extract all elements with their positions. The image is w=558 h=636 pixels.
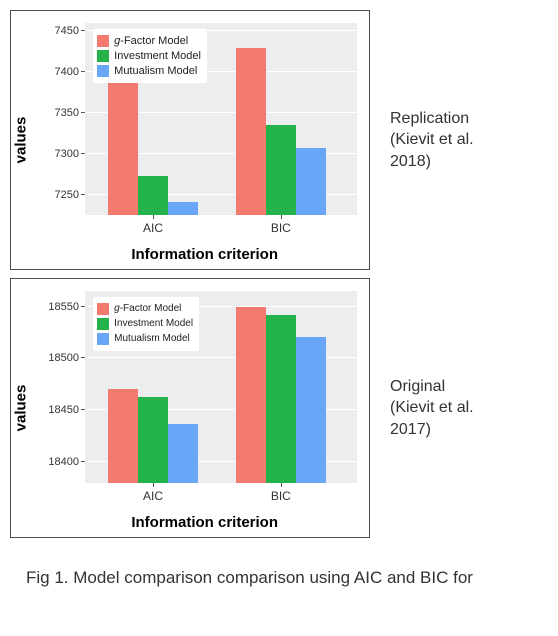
legend-label: Investment Model bbox=[114, 49, 201, 63]
legend-item: Mutualism Model bbox=[97, 332, 193, 346]
bar-g bbox=[236, 307, 266, 483]
y-axis-title: values bbox=[13, 117, 30, 164]
legend-swatch bbox=[97, 35, 109, 47]
bar-inv bbox=[138, 397, 168, 483]
bar-g bbox=[236, 48, 266, 215]
bar-mut bbox=[168, 424, 198, 483]
panel-row-original: values 18400184501850018550AICBICg-Facto… bbox=[0, 278, 558, 538]
legend-label: Investment Model bbox=[114, 317, 193, 331]
legend-label: Mutualism Model bbox=[114, 64, 197, 78]
x-axis-title: Information criterion bbox=[131, 514, 278, 531]
legend-swatch bbox=[97, 318, 109, 330]
legend-item: Mutualism Model bbox=[97, 64, 201, 78]
bar-mut bbox=[168, 202, 198, 215]
chart-original: values 18400184501850018550AICBICg-Facto… bbox=[10, 278, 370, 538]
bar-g bbox=[108, 389, 138, 483]
legend-item: Investment Model bbox=[97, 49, 201, 63]
legend-swatch bbox=[97, 333, 109, 345]
bar-inv bbox=[138, 176, 168, 215]
y-tick-label: 18500 bbox=[48, 352, 85, 364]
x-axis-title: Information criterion bbox=[131, 246, 278, 263]
y-tick-label: 7250 bbox=[55, 189, 85, 201]
plot-area-original: 18400184501850018550AICBICg-Factor Model… bbox=[85, 291, 357, 483]
legend: g-Factor ModelInvestment ModelMutualism … bbox=[93, 29, 207, 83]
legend-swatch bbox=[97, 50, 109, 62]
bar-g bbox=[108, 82, 138, 215]
legend-label: g-Factor Model bbox=[114, 302, 181, 316]
y-tick-label: 18550 bbox=[48, 301, 85, 313]
y-tick-label: 7350 bbox=[55, 107, 85, 119]
legend-swatch bbox=[97, 65, 109, 77]
y-tick-label: 18450 bbox=[48, 404, 85, 416]
legend-swatch bbox=[97, 303, 109, 315]
panel-row-replication: values 72507300735074007450AICBICg-Facto… bbox=[0, 10, 558, 270]
y-tick-label: 18400 bbox=[48, 456, 85, 468]
bar-mut bbox=[296, 148, 326, 215]
legend: g-Factor ModelInvestment ModelMutualism … bbox=[93, 297, 199, 351]
y-tick-label: 7400 bbox=[55, 66, 85, 78]
x-tick-mark bbox=[281, 215, 282, 219]
legend-label: g-Factor Model bbox=[114, 34, 188, 48]
y-tick-label: 7300 bbox=[55, 148, 85, 160]
chart-replication: values 72507300735074007450AICBICg-Facto… bbox=[10, 10, 370, 270]
plot-area-replication: 72507300735074007450AICBICg-Factor Model… bbox=[85, 23, 357, 215]
legend-item: g-Factor Model bbox=[97, 34, 201, 48]
y-axis-title: values bbox=[13, 385, 30, 432]
bar-inv bbox=[266, 315, 296, 483]
y-tick-label: 7450 bbox=[55, 25, 85, 37]
x-tick-mark bbox=[153, 483, 154, 487]
figure-caption: Fig 1. Model comparison comparison using… bbox=[26, 568, 558, 588]
legend-item: Investment Model bbox=[97, 317, 193, 331]
side-label-replication: Replication(Kievit et al.2018) bbox=[390, 108, 474, 173]
legend-label: Mutualism Model bbox=[114, 332, 190, 346]
bar-mut bbox=[296, 337, 326, 483]
x-tick-mark bbox=[281, 483, 282, 487]
x-tick-mark bbox=[153, 215, 154, 219]
side-label-original: Original(Kievit et al.2017) bbox=[390, 376, 474, 441]
legend-item: g-Factor Model bbox=[97, 302, 193, 316]
bar-inv bbox=[266, 125, 296, 215]
figure-wrap: values 72507300735074007450AICBICg-Facto… bbox=[0, 0, 558, 588]
